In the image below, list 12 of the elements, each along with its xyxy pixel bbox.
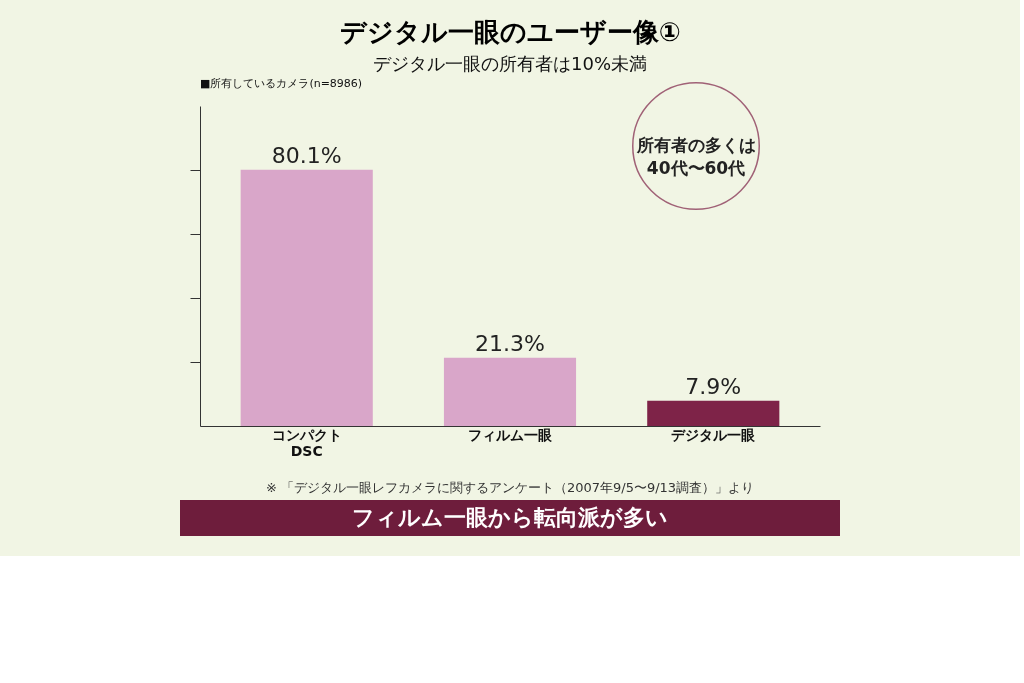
x-tick-label: フィルム一眼 xyxy=(468,426,553,443)
chart-title: デジタル一眼のユーザー像① xyxy=(339,17,681,47)
data-label: 7.9% xyxy=(685,373,742,399)
x-tick-label: コンパクト DSC xyxy=(271,426,342,459)
text: フィルム一眼から転向派が多い xyxy=(352,505,668,530)
data-label: 80.1% xyxy=(271,142,342,168)
text: ■所有しているカメラ(n=8986) xyxy=(200,77,363,90)
text: ※ 「デジタル一眼レフカメラに関するアンケート（2007年9/5〜9/13調査）」より xyxy=(265,480,755,495)
x-tick-label: デジタル一眼 xyxy=(671,426,757,443)
data-label: 21.3% xyxy=(475,330,545,356)
annotation: 所有者の多くは 40代〜60代 xyxy=(635,135,756,178)
chart-subtitle: デジタル一眼の所有者は10%未満 xyxy=(372,53,648,74)
